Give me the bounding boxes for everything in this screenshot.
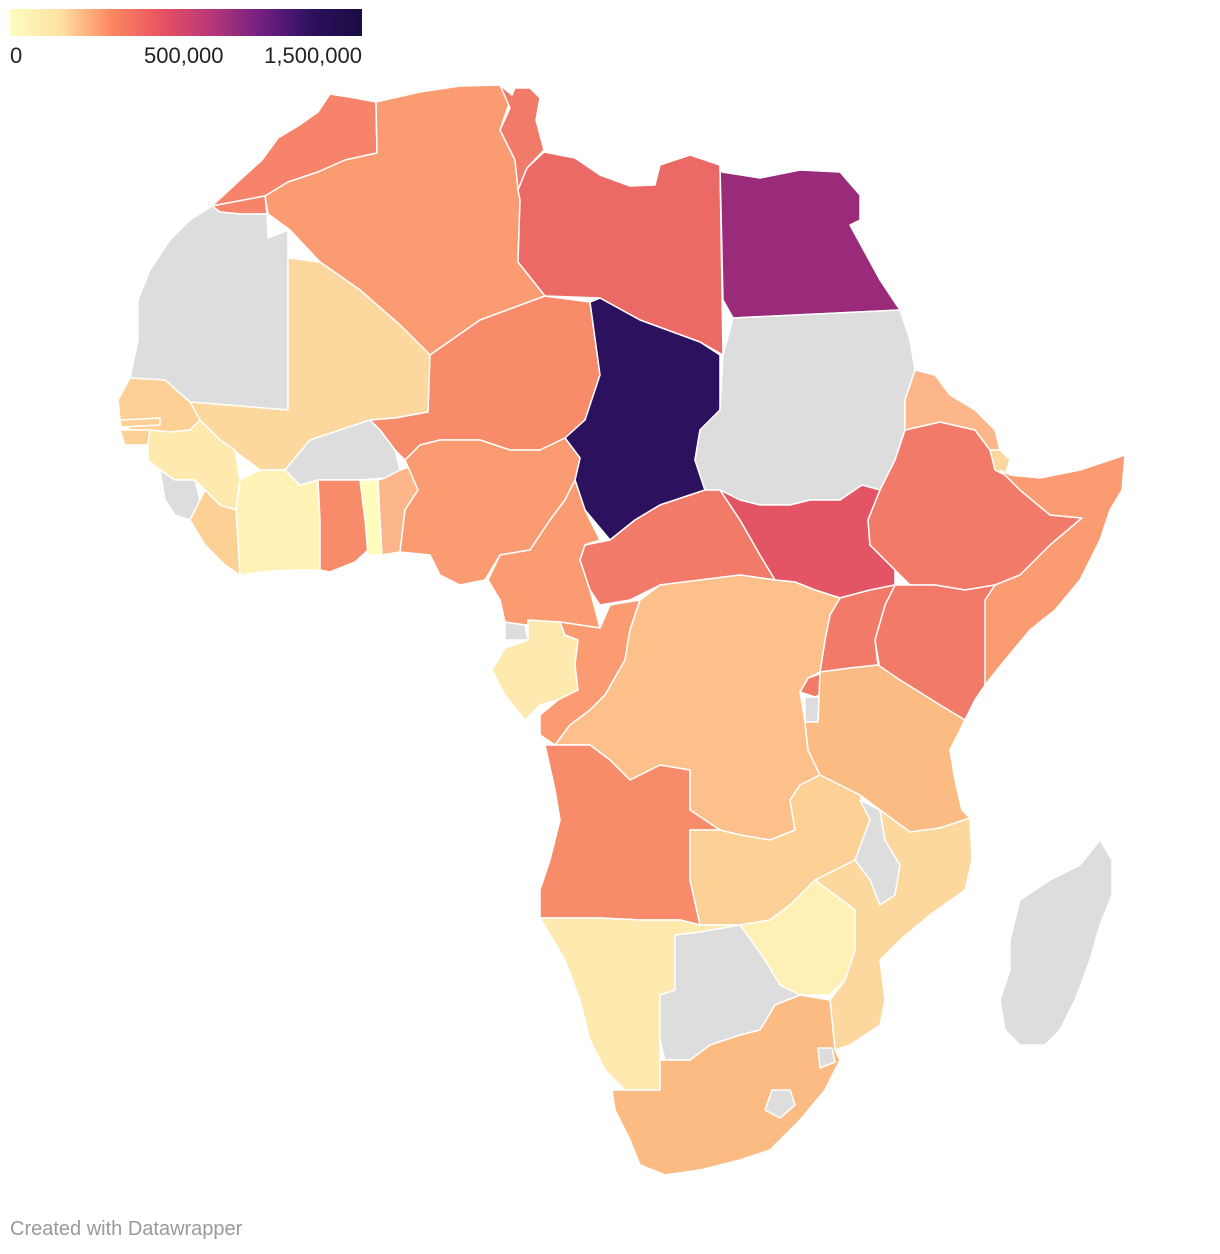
region-sudan[interactable]: [694, 309, 916, 506]
legend-label-mid: 500,000: [144, 43, 224, 68]
region-lesotho[interactable]: [764, 1089, 796, 1119]
region-cote-divoire[interactable]: [235, 469, 321, 576]
region-tunisia[interactable]: [499, 84, 545, 191]
legend-gradient-bar: [10, 9, 362, 36]
region-burkina-faso[interactable]: [284, 419, 401, 486]
region-somalia[interactable]: [984, 454, 1126, 686]
region-djibouti[interactable]: [989, 449, 1011, 476]
region-eswatini[interactable]: [817, 1047, 836, 1069]
region-libya[interactable]: [517, 151, 724, 356]
region-eritrea[interactable]: [904, 369, 1001, 451]
region-egypt[interactable]: [719, 164, 901, 319]
region-madagascar[interactable]: [999, 839, 1113, 1046]
region-guinea-bissau[interactable]: [119, 429, 151, 446]
legend-label-max: 1,500,000: [264, 43, 362, 68]
region-gambia[interactable]: [119, 417, 161, 428]
region-ghana[interactable]: [317, 479, 369, 573]
credit-text: Created with Datawrapper: [10, 1218, 243, 1240]
map-legend: 0 500,000 1,500,000: [10, 9, 362, 68]
region-south-africa[interactable]: [611, 994, 841, 1176]
legend-label-min: 0: [10, 43, 23, 68]
region-equatorial-guinea[interactable]: [504, 621, 529, 641]
